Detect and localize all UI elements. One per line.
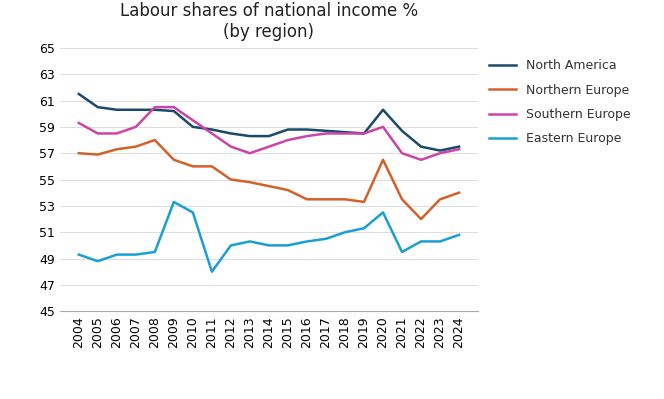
Southern Europe xyxy=(227,144,235,149)
North America xyxy=(75,92,83,97)
North America xyxy=(341,130,349,134)
Southern Europe xyxy=(322,131,330,136)
Southern Europe xyxy=(170,105,178,110)
North America xyxy=(455,144,463,149)
Northern Europe xyxy=(227,177,235,182)
Eastern Europe xyxy=(303,239,311,244)
Eastern Europe xyxy=(284,243,292,248)
Eastern Europe xyxy=(341,230,349,235)
Southern Europe xyxy=(455,147,463,152)
Southern Europe xyxy=(341,131,349,136)
Northern Europe xyxy=(132,144,140,149)
Northern Europe xyxy=(170,158,178,162)
North America xyxy=(417,144,425,149)
Eastern Europe xyxy=(398,250,406,255)
Line: Southern Europe: Southern Europe xyxy=(79,107,459,160)
Northern Europe xyxy=(189,164,197,169)
Southern Europe xyxy=(436,151,444,156)
North America xyxy=(246,134,254,138)
Line: Northern Europe: Northern Europe xyxy=(79,140,459,219)
Northern Europe xyxy=(398,197,406,202)
Northern Europe xyxy=(322,197,330,202)
Eastern Europe xyxy=(455,233,463,237)
North America xyxy=(132,107,140,112)
Southern Europe xyxy=(132,124,140,129)
Eastern Europe xyxy=(265,243,273,248)
North America xyxy=(94,105,102,110)
Southern Europe xyxy=(379,124,387,129)
Southern Europe xyxy=(94,131,102,136)
Northern Europe xyxy=(284,188,292,192)
Northern Europe xyxy=(246,180,254,185)
Northern Europe xyxy=(341,197,349,202)
Eastern Europe xyxy=(360,226,368,231)
North America xyxy=(265,134,273,138)
Southern Europe xyxy=(208,131,216,136)
Eastern Europe xyxy=(208,269,216,274)
Eastern Europe xyxy=(75,252,83,257)
Northern Europe xyxy=(360,200,368,204)
Southern Europe xyxy=(284,138,292,142)
Southern Europe xyxy=(113,131,121,136)
Southern Europe xyxy=(417,158,425,162)
Southern Europe xyxy=(151,105,159,110)
North America xyxy=(170,109,178,113)
Line: North America: North America xyxy=(79,94,459,150)
Southern Europe xyxy=(246,151,254,156)
Title: Labour shares of national income %
(by region): Labour shares of national income % (by r… xyxy=(120,2,418,41)
North America xyxy=(113,107,121,112)
Eastern Europe xyxy=(94,259,102,264)
Northern Europe xyxy=(455,190,463,195)
Northern Europe xyxy=(379,158,387,162)
Eastern Europe xyxy=(417,239,425,244)
Eastern Europe xyxy=(132,252,140,257)
Eastern Europe xyxy=(170,200,178,204)
Northern Europe xyxy=(208,164,216,169)
Southern Europe xyxy=(360,131,368,136)
North America xyxy=(208,127,216,132)
Northern Europe xyxy=(151,138,159,142)
Northern Europe xyxy=(94,152,102,157)
Southern Europe xyxy=(75,120,83,125)
Southern Europe xyxy=(398,151,406,156)
Legend: North America, Northern Europe, Southern Europe, Eastern Europe: North America, Northern Europe, Southern… xyxy=(489,59,631,145)
Southern Europe xyxy=(189,118,197,123)
Northern Europe xyxy=(303,197,311,202)
Eastern Europe xyxy=(436,239,444,244)
Southern Europe xyxy=(265,144,273,149)
North America xyxy=(379,107,387,112)
Eastern Europe xyxy=(246,239,254,244)
Eastern Europe xyxy=(151,250,159,255)
North America xyxy=(398,128,406,133)
Southern Europe xyxy=(303,134,311,138)
North America xyxy=(436,148,444,153)
Eastern Europe xyxy=(379,210,387,215)
Northern Europe xyxy=(417,217,425,221)
Northern Europe xyxy=(265,184,273,189)
North America xyxy=(284,127,292,132)
Northern Europe xyxy=(113,147,121,152)
Eastern Europe xyxy=(189,210,197,215)
North America xyxy=(360,131,368,136)
North America xyxy=(322,128,330,133)
North America xyxy=(189,124,197,129)
North America xyxy=(303,127,311,132)
Eastern Europe xyxy=(113,252,121,257)
Northern Europe xyxy=(436,197,444,202)
Eastern Europe xyxy=(322,236,330,241)
Line: Eastern Europe: Eastern Europe xyxy=(79,202,459,272)
North America xyxy=(151,107,159,112)
Northern Europe xyxy=(75,151,83,156)
Eastern Europe xyxy=(227,243,235,248)
North America xyxy=(227,131,235,136)
